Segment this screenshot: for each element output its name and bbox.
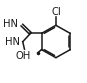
Text: Cl: Cl (51, 7, 61, 17)
Text: HN: HN (5, 37, 20, 47)
Text: HN: HN (3, 19, 19, 29)
Text: OH: OH (16, 51, 31, 61)
